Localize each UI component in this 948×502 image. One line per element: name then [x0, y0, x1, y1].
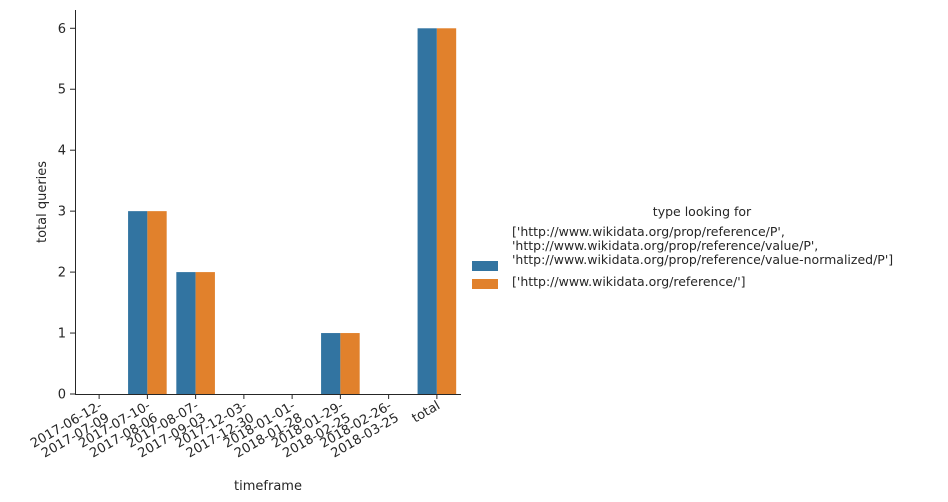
bar-series-1-cat-8 [417, 28, 437, 394]
legend-label-series-1: ['http://www.wikidata.org/prop/reference… [512, 224, 894, 267]
bar-series-1-cat-6 [321, 333, 341, 394]
legend-item-series-1: ['http://www.wikidata.org/prop/reference… [472, 225, 942, 271]
y-tick-label: 2 [58, 266, 66, 281]
legend-item-series-2: ['http://www.wikidata.org/reference/'] [472, 275, 942, 289]
y-tick-label: 1 [58, 327, 66, 342]
legend-swatch-series-1 [472, 261, 498, 271]
y-axis-ticks: 0 1 2 3 4 5 6 [58, 22, 75, 403]
legend-swatch-series-2 [472, 279, 498, 289]
bar-series-2-cat-3 [195, 272, 215, 394]
legend: type looking for ['http://www.wikidata.o… [472, 204, 942, 293]
bar-series-1-cat-3 [176, 272, 196, 394]
y-tick-label: 5 [58, 83, 66, 98]
bar-series-1-cat-2 [128, 211, 148, 394]
x-tick-label: total [410, 398, 443, 426]
y-tick-label: 0 [58, 388, 66, 403]
bar-series-2-cat-8 [436, 28, 457, 394]
y-tick-label: 6 [58, 22, 66, 37]
x-axis-ticks: 2017-06-12-2017-07-092017-07-10-2017-08-… [28, 394, 443, 461]
legend-title: type looking for [652, 204, 752, 219]
bars-layer [128, 28, 457, 394]
bar-series-2-cat-2 [147, 211, 167, 394]
y-axis-label: total queries [35, 161, 50, 243]
legend-label-series-2: ['http://www.wikidata.org/reference/'] [512, 274, 746, 289]
y-tick-label: 4 [58, 144, 66, 159]
x-axis-label: timeframe [234, 479, 302, 494]
y-tick-label: 3 [58, 205, 66, 220]
bar-series-2-cat-6 [340, 333, 360, 394]
